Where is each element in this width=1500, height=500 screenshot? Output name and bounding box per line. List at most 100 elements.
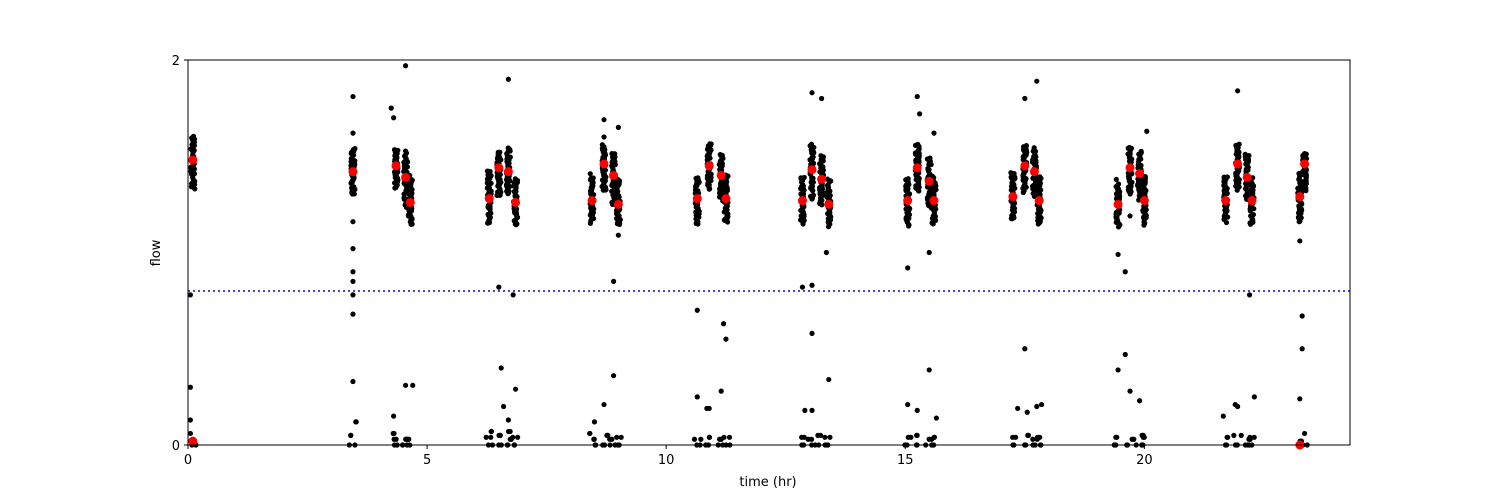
flow-point (1127, 388, 1133, 394)
flow-point (695, 175, 701, 181)
flow-point (927, 155, 933, 161)
flow-point (402, 63, 409, 69)
flow-point (1115, 251, 1121, 258)
highlight-point (511, 197, 521, 207)
flow-point (819, 95, 825, 102)
highlight-point (599, 159, 609, 169)
flow-point (187, 384, 193, 390)
flow-point (614, 434, 620, 440)
flow-point (1246, 292, 1253, 298)
flow-point (810, 192, 817, 198)
highlight-point (1125, 163, 1135, 173)
highlight-point (391, 161, 401, 171)
flow-point (1122, 269, 1128, 275)
flow-point (822, 434, 828, 440)
flow-point (1022, 346, 1028, 352)
flow-point (720, 321, 727, 327)
flow-point (604, 432, 610, 438)
highlight-point (1295, 192, 1305, 202)
flow-point (1223, 207, 1229, 214)
flow-point (1024, 409, 1030, 415)
highlight-point (494, 163, 504, 173)
flow-point (1022, 95, 1028, 102)
flow-point (933, 415, 939, 421)
flow-point (187, 430, 193, 437)
flow-point (1115, 367, 1121, 373)
flow-point (391, 115, 397, 121)
flow-point (505, 76, 511, 82)
highlight-point (1300, 159, 1310, 169)
axes: 0 5 10 15 20 0 2 (172, 54, 1351, 468)
flow-point (1238, 432, 1244, 438)
flow-point (350, 378, 356, 385)
flow-point (1231, 432, 1237, 438)
flow-point (707, 141, 713, 147)
x-tick-label: 15 (897, 453, 914, 468)
y-tick-label: 2 (172, 54, 180, 69)
flow-point (1297, 396, 1303, 402)
flow-point (1299, 313, 1305, 319)
flow-point (809, 282, 815, 288)
flow-point (1235, 403, 1241, 410)
flow-point (350, 246, 356, 252)
flow-point (406, 436, 412, 442)
flow-point (610, 373, 617, 379)
flow-point (1113, 176, 1119, 183)
flow-point (809, 330, 815, 336)
flow-point (931, 130, 937, 136)
flow-point (1250, 211, 1257, 218)
flow-point (1009, 180, 1015, 186)
flow-point (1008, 174, 1014, 180)
flow-point (905, 401, 911, 408)
flow-point (350, 269, 356, 275)
flow-point (505, 428, 512, 435)
highlight-point (903, 196, 913, 206)
flow-point (1225, 434, 1231, 440)
flow-point (1025, 432, 1032, 438)
flow-point (914, 93, 920, 100)
flow-point (391, 430, 397, 437)
flow-point (817, 161, 823, 167)
flow-point (802, 407, 808, 413)
flow-point (1034, 78, 1040, 84)
highlight-point (704, 161, 714, 171)
flow-point (827, 434, 833, 440)
flow-point (818, 153, 824, 159)
flow-point (809, 155, 815, 161)
flow-point (495, 149, 501, 155)
flow-point (487, 210, 493, 217)
y-tick-label: 0 (172, 439, 180, 454)
highlight-point (405, 197, 415, 207)
flow-point (1035, 214, 1041, 221)
flow-point (350, 311, 356, 317)
flow-point (926, 436, 932, 442)
flow-point (1125, 184, 1131, 190)
flow-point (1138, 148, 1144, 154)
flow-point (693, 220, 699, 226)
highlight-point (912, 163, 922, 173)
flow-point (926, 249, 932, 256)
flow-point (1247, 434, 1253, 440)
flow-point (402, 148, 409, 154)
highlight-point (484, 194, 494, 204)
x-tick-label: 5 (423, 453, 431, 468)
highlight-point (817, 174, 827, 184)
flow-point (1115, 181, 1121, 187)
flow-point (1220, 413, 1226, 419)
flow-point (799, 434, 805, 440)
flow-point (350, 292, 356, 298)
highlight-point (1233, 159, 1243, 169)
flow-point (1127, 213, 1133, 219)
flow-point (1301, 430, 1308, 437)
flow-point (601, 117, 607, 123)
highlight-point (1020, 161, 1030, 171)
flow-point (914, 407, 920, 413)
flow-point (188, 146, 194, 152)
x-axis-label: time (hr) (739, 475, 796, 490)
x-tick-label: 10 (658, 453, 675, 468)
flow-point (905, 265, 911, 271)
flow-point (501, 403, 507, 410)
flow-point (609, 150, 615, 157)
flow-point (1235, 88, 1241, 94)
flow-point (1036, 188, 1042, 194)
